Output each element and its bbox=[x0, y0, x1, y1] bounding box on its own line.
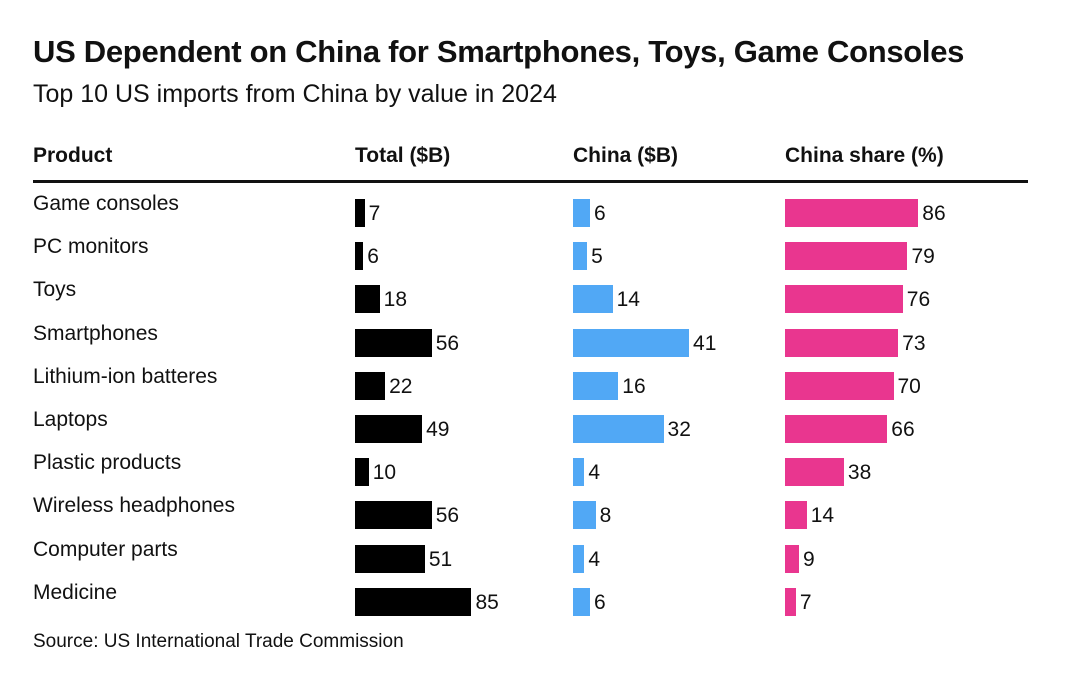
total-bar bbox=[355, 544, 425, 573]
product-label: Plastic products bbox=[33, 451, 182, 475]
china-value-label: 5 bbox=[591, 245, 603, 269]
table-row: PC monitors 6 5 79 bbox=[0, 233, 1068, 276]
table-row: Toys 18 14 76 bbox=[0, 276, 1068, 319]
product-label: Toys bbox=[33, 278, 77, 302]
total-value-label: 6 bbox=[367, 245, 379, 269]
share-value-label: 70 bbox=[897, 374, 921, 398]
share-value-label: 7 bbox=[799, 590, 812, 614]
share-bar bbox=[785, 242, 908, 271]
china-value-label: 41 bbox=[693, 331, 717, 355]
china-bar bbox=[573, 458, 585, 487]
table-row: Game consoles 7 6 86 bbox=[0, 190, 1068, 233]
china-value-label: 32 bbox=[667, 418, 691, 441]
share-bar bbox=[785, 587, 796, 616]
total-bar bbox=[355, 587, 472, 616]
column-header-china-share: China share (%) bbox=[785, 144, 944, 167]
total-bar bbox=[355, 285, 380, 314]
share-value-label: 73 bbox=[902, 331, 926, 355]
total-value-label: 18 bbox=[383, 288, 408, 312]
china-bar bbox=[573, 242, 588, 271]
share-value-label: 86 bbox=[922, 202, 946, 225]
china-value-label: 14 bbox=[616, 288, 640, 312]
source-note: Source: US International Trade Commissio… bbox=[33, 631, 404, 652]
total-value-label: 49 bbox=[426, 418, 450, 441]
china-value-label: 8 bbox=[599, 504, 612, 528]
china-bar bbox=[573, 544, 585, 573]
column-header-total: Total ($B) bbox=[355, 144, 451, 167]
table-row: Laptops 49 32 66 bbox=[0, 406, 1068, 449]
total-bar bbox=[355, 458, 369, 487]
share-bar bbox=[785, 371, 894, 400]
china-bar bbox=[573, 285, 613, 314]
table-row: Plastic products 10 4 38 bbox=[0, 449, 1068, 492]
total-bar bbox=[355, 328, 432, 357]
product-label: Wireless headphones bbox=[33, 494, 235, 518]
product-label: Medicine bbox=[33, 580, 118, 604]
share-bar bbox=[785, 285, 903, 314]
product-label: Game consoles bbox=[33, 192, 179, 215]
total-value-label: 56 bbox=[435, 331, 460, 355]
share-value-label: 38 bbox=[847, 461, 872, 485]
product-label: Lithium-ion batteres bbox=[33, 364, 218, 388]
total-value-label: 56 bbox=[435, 504, 460, 528]
share-bar bbox=[785, 544, 799, 573]
share-bar bbox=[785, 415, 888, 443]
china-value-label: 6 bbox=[593, 590, 606, 614]
table-row: Computer parts 51 4 9 bbox=[0, 536, 1068, 579]
share-bar bbox=[785, 501, 807, 530]
china-bar bbox=[573, 415, 664, 443]
chart-title: US Dependent on China for Smartphones, T… bbox=[33, 34, 965, 69]
total-bar bbox=[355, 501, 432, 530]
share-value-label: 9 bbox=[802, 547, 815, 571]
share-value-label: 66 bbox=[891, 418, 915, 441]
table-row: Smartphones 56 41 73 bbox=[0, 320, 1068, 363]
product-label: Smartphones bbox=[33, 321, 158, 345]
product-label: Computer parts bbox=[33, 537, 178, 561]
header-rule bbox=[33, 180, 1028, 183]
share-value-label: 76 bbox=[906, 288, 931, 312]
total-value-label: 85 bbox=[475, 590, 499, 614]
share-value-label: 14 bbox=[810, 504, 835, 528]
share-bar bbox=[785, 199, 919, 227]
product-label: PC monitors bbox=[33, 235, 149, 259]
column-header-china: China ($B) bbox=[573, 144, 678, 167]
china-bar bbox=[573, 371, 619, 400]
china-bar bbox=[573, 199, 590, 227]
table-row: Medicine 85 6 7 bbox=[0, 579, 1068, 622]
china-value-label: 4 bbox=[588, 547, 600, 571]
china-value-label: 6 bbox=[593, 202, 606, 225]
total-bar bbox=[355, 371, 386, 400]
share-bar bbox=[785, 458, 844, 487]
table-row: Lithium-ion batteres 22 16 70 bbox=[0, 363, 1068, 406]
total-value-label: 51 bbox=[428, 547, 453, 571]
china-value-label: 16 bbox=[622, 374, 646, 398]
china-bar bbox=[573, 587, 590, 616]
total-value-label: 22 bbox=[389, 374, 413, 398]
share-value-label: 79 bbox=[911, 245, 935, 269]
total-value-label: 7 bbox=[368, 202, 381, 225]
china-value-label: 4 bbox=[588, 461, 600, 485]
total-bar bbox=[355, 242, 364, 271]
product-label: Laptops bbox=[33, 408, 108, 431]
total-bar bbox=[355, 415, 423, 443]
total-value-label: 10 bbox=[372, 461, 397, 485]
share-bar bbox=[785, 328, 899, 357]
china-bar bbox=[573, 501, 596, 530]
table-row: Wireless headphones 56 8 14 bbox=[0, 492, 1068, 535]
column-header-product: Product bbox=[33, 144, 113, 167]
china-bar bbox=[573, 328, 690, 357]
chart-subtitle: Top 10 US imports from China by value in… bbox=[33, 80, 557, 108]
total-bar bbox=[355, 199, 365, 227]
